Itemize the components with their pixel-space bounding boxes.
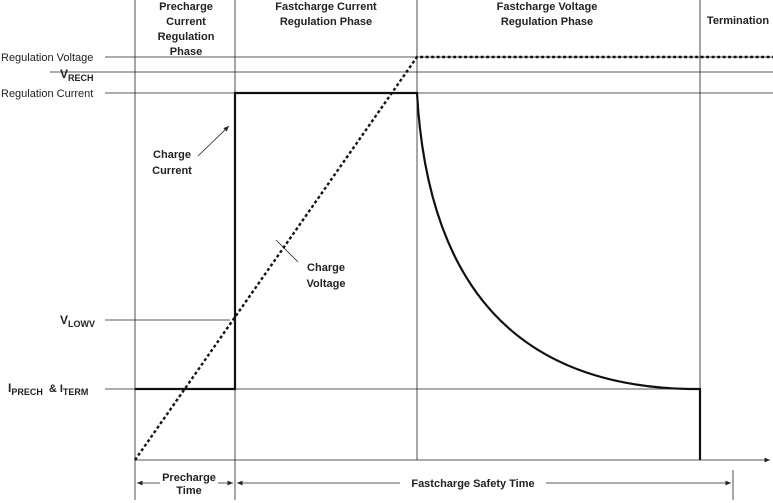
annotation: Current <box>152 165 192 177</box>
charge-current-curve <box>135 91 702 460</box>
label-sub: RECH <box>68 73 94 83</box>
level-label: Regulation Voltage <box>1 52 93 64</box>
label-backdrop <box>160 472 218 496</box>
annotation: Charge <box>307 262 345 274</box>
timer-label: Fastcharge Safety Time <box>411 478 534 490</box>
level-label: Regulation Current <box>1 88 93 100</box>
timer-label: Precharge <box>162 472 216 484</box>
annotation: Voltage <box>307 278 346 290</box>
phase-header: Regulation Phase <box>501 16 593 28</box>
label-main: & I <box>49 383 63 395</box>
label-main: I <box>8 381 11 395</box>
phase-header: Current <box>166 16 206 28</box>
phase-header: Termination <box>707 15 769 27</box>
phase-header: Phase <box>170 46 202 58</box>
charge-voltage-curve <box>134 55 773 461</box>
phase-header: Fastcharge Current <box>275 1 377 13</box>
charge-voltage-pointer <box>275 239 299 263</box>
timers: Precharge Time Fastcharge Safety Time <box>160 472 546 497</box>
label-sub: PRECH <box>11 387 43 397</box>
level-lines <box>50 56 773 390</box>
label-sub: LOWV <box>68 319 95 329</box>
phase-headers: Precharge Current Regulation Phase Fastc… <box>158 1 770 58</box>
annotations: Charge Current Charge Voltage <box>152 149 345 290</box>
annotation: Charge <box>153 149 191 161</box>
phase-header: Precharge <box>159 1 213 13</box>
phase-header: Regulation <box>158 31 215 43</box>
phase-header: Fastcharge Voltage <box>497 1 598 13</box>
phase-boundaries <box>134 0 734 500</box>
timer-label: Time <box>176 485 201 497</box>
level-label: VLOWV <box>60 313 95 329</box>
level-label: VRECH <box>60 67 94 83</box>
label-main: V <box>60 313 68 327</box>
label-main: V <box>60 67 68 81</box>
label-backdrop <box>400 476 546 490</box>
level-label: IPRECH & ITERM <box>8 381 88 397</box>
phase-header: Regulation Phase <box>280 16 372 28</box>
label-sub: TERM <box>63 387 89 397</box>
charge-current-pointer <box>197 125 230 157</box>
